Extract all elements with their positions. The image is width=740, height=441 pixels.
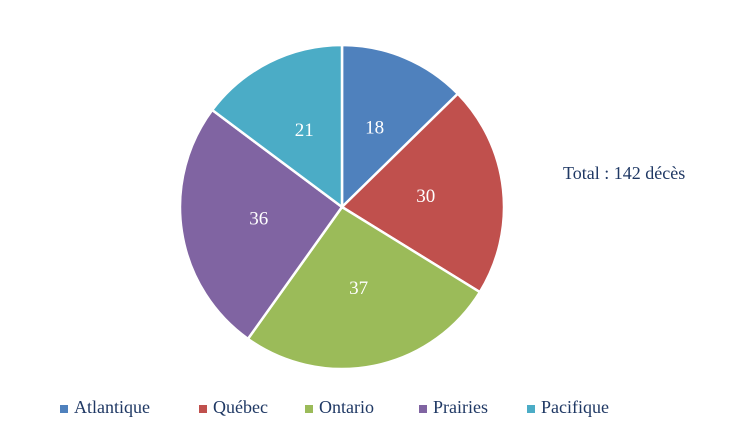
data-label: 21 bbox=[295, 120, 314, 141]
legend-label: Ontario bbox=[319, 397, 374, 417]
legend-marker bbox=[527, 405, 535, 413]
data-label: 37 bbox=[349, 278, 368, 299]
pie-slice bbox=[178, 108, 344, 341]
pie-slice bbox=[340, 43, 460, 210]
legend-marker bbox=[419, 405, 427, 413]
legend-label: Québec bbox=[213, 397, 268, 417]
annotation: Total : 142 décès bbox=[563, 163, 685, 183]
data-label: 18 bbox=[365, 118, 384, 139]
legend-label: Pacifique bbox=[541, 397, 609, 417]
pie-slice bbox=[210, 43, 344, 210]
pie-slice bbox=[246, 205, 482, 371]
pie-slice bbox=[339, 91, 506, 294]
legend-label: Prairies bbox=[433, 397, 488, 417]
legend-marker bbox=[199, 405, 207, 413]
legend-marker bbox=[305, 405, 313, 413]
data-label: 30 bbox=[416, 186, 435, 207]
legend-marker bbox=[60, 405, 68, 413]
legend-label: Atlantique bbox=[74, 397, 150, 417]
data-label: 36 bbox=[249, 208, 268, 229]
